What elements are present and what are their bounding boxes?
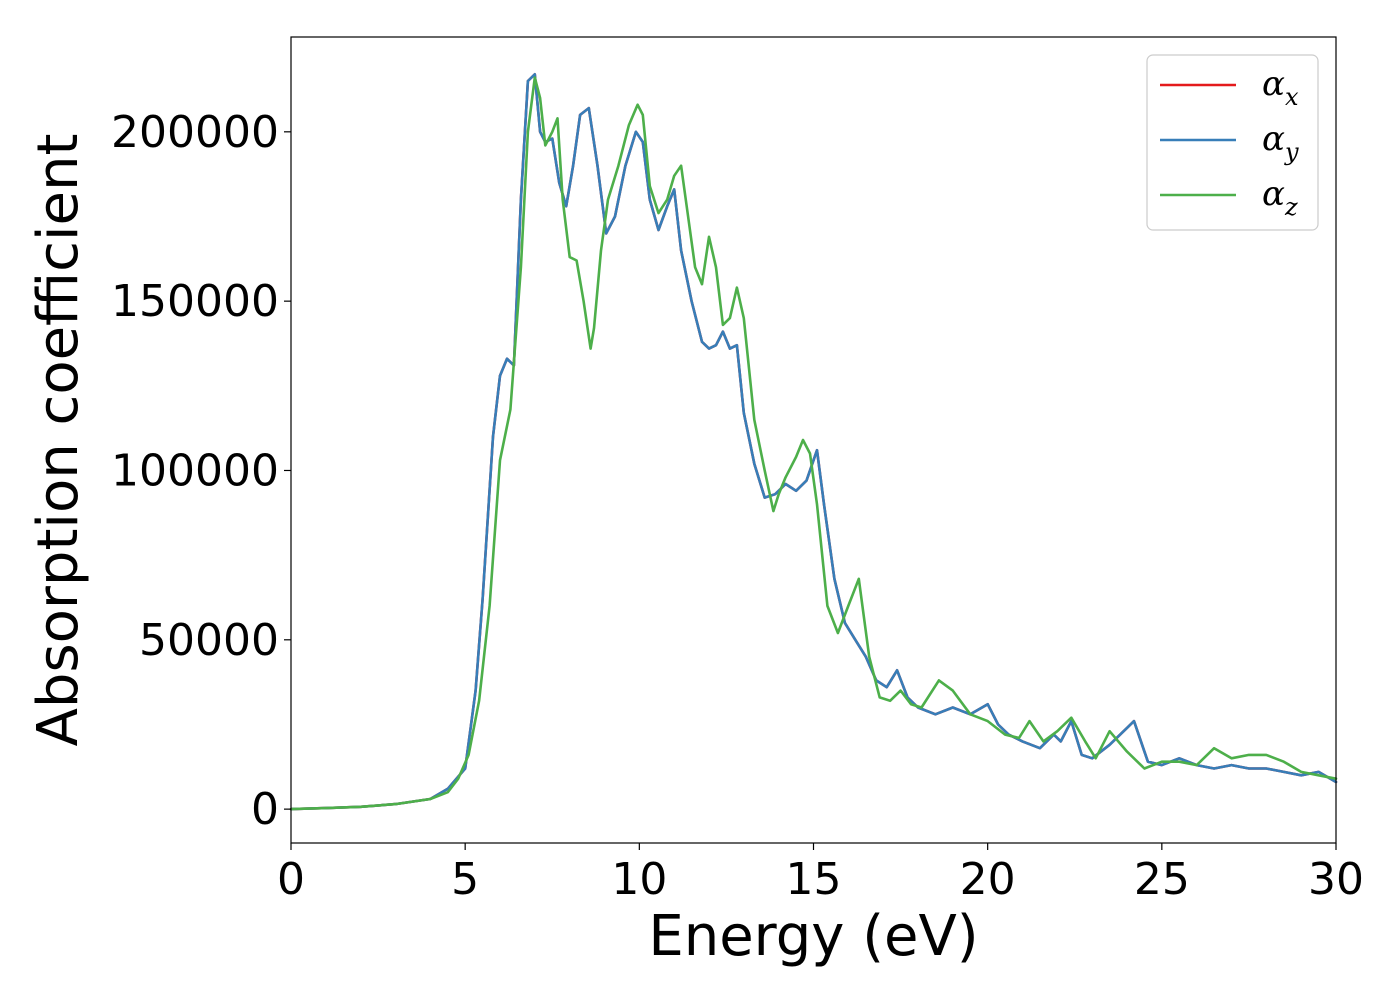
y-axis-title: Absorption coefficient: [26, 134, 91, 747]
y-tick-label: 200000: [111, 107, 279, 158]
x-tick-label: 20: [960, 854, 1016, 905]
x-tick-label: 5: [451, 854, 479, 905]
series-line-α-y: [289, 73, 1338, 811]
y-tick-label: 50000: [139, 615, 279, 666]
legend-box: [1146, 54, 1319, 231]
y-axis-ticks: 0 50000 100000 150000 200000: [111, 107, 291, 835]
x-tick-label: 10: [611, 854, 667, 905]
y-tick-label: 100000: [111, 445, 279, 496]
x-axis-title: Energy (eV): [648, 904, 978, 969]
series-layer: [289, 73, 1338, 811]
x-tick-label: 0: [277, 854, 305, 905]
y-tick-label: 0: [251, 784, 279, 835]
y-tick-label: 150000: [111, 276, 279, 327]
x-axis-ticks: 0 5 10 15 20 25 30: [277, 843, 1364, 905]
x-tick-label: 15: [786, 854, 842, 905]
x-tick-label: 30: [1308, 854, 1364, 905]
series-line-α-z: [289, 76, 1338, 811]
x-tick-label: 25: [1134, 854, 1190, 905]
